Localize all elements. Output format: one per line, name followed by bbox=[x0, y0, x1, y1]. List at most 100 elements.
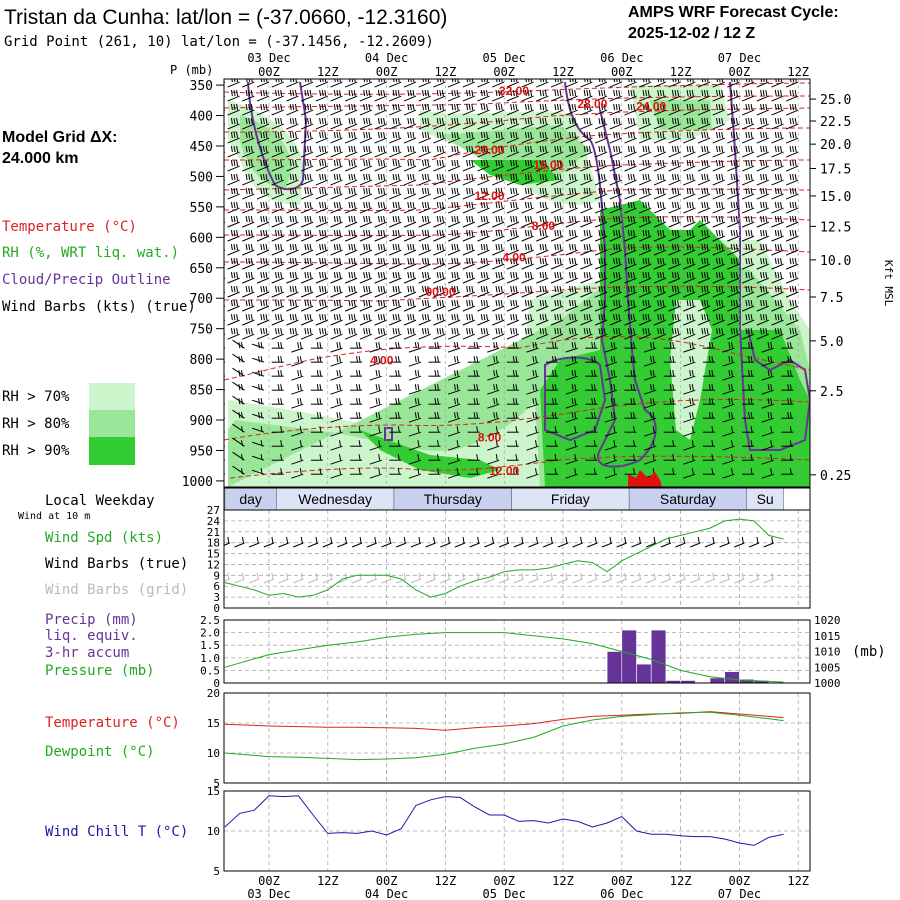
wind-barb-shaft bbox=[727, 249, 740, 256]
wind-barb bbox=[227, 117, 240, 130]
wind-barb-shaft bbox=[403, 319, 417, 326]
wind-barb bbox=[224, 151, 226, 153]
wind-barb-flag bbox=[422, 103, 424, 111]
wind-barb-flag bbox=[339, 103, 341, 111]
wind-barb-shaft bbox=[565, 305, 578, 312]
wind-barb-flag bbox=[760, 300, 763, 307]
wind-barb bbox=[242, 258, 255, 270]
wind-barb-shaft bbox=[683, 179, 696, 186]
wind-barb-shaft bbox=[330, 263, 343, 270]
wind-barb bbox=[227, 188, 240, 200]
wind-barb-flag bbox=[483, 89, 486, 97]
wind-barb-shaft bbox=[653, 263, 667, 270]
wind-barb-flag bbox=[748, 244, 750, 251]
wind-barb-flag bbox=[701, 314, 704, 321]
wind-barb-shaft bbox=[639, 221, 652, 228]
wind-barb-flag bbox=[495, 300, 498, 307]
temperature-contour bbox=[224, 95, 810, 109]
wind-barb-flag bbox=[794, 272, 797, 279]
wind-barb-flag bbox=[633, 103, 635, 111]
wind-barb bbox=[242, 216, 255, 228]
wind-barb-flag bbox=[437, 342, 439, 349]
wind-barb-flag bbox=[427, 314, 430, 321]
wind-barb-shaft bbox=[639, 277, 652, 284]
wind-barb-shaft bbox=[697, 319, 711, 326]
wind-barb-flag bbox=[574, 159, 577, 167]
wind-barb bbox=[771, 145, 784, 158]
wind-barb bbox=[418, 117, 431, 130]
wind-barb-shaft bbox=[521, 305, 534, 312]
wind-barb bbox=[786, 188, 799, 200]
wind-barb-flag bbox=[674, 272, 677, 279]
wind-barb-shaft bbox=[536, 277, 549, 284]
wind-barb-shaft bbox=[653, 235, 667, 242]
wind-barb-flag bbox=[571, 244, 574, 251]
wind-barb-flag bbox=[598, 103, 601, 111]
wind-barb-flag bbox=[571, 314, 574, 321]
wind-barb-flag bbox=[250, 145, 253, 153]
wind-barb bbox=[359, 300, 373, 312]
wind-barb bbox=[521, 202, 534, 214]
wind-barb-shaft bbox=[727, 137, 740, 144]
wind-barb-flag bbox=[407, 131, 410, 139]
wind-barb-flag bbox=[219, 132, 220, 138]
wind-barb-flag bbox=[510, 131, 513, 139]
wind-barb bbox=[271, 314, 284, 326]
wind-barb bbox=[580, 314, 593, 326]
wind-barb-shaft bbox=[433, 95, 446, 102]
wind-barb-shaft bbox=[374, 221, 387, 228]
wind-barb bbox=[639, 300, 652, 312]
wind-barb-flag bbox=[760, 272, 763, 279]
wind-barb-flag bbox=[468, 89, 471, 97]
wind-barb-flag bbox=[333, 188, 336, 195]
wind-barb-flag bbox=[762, 117, 765, 125]
wind-barb bbox=[565, 328, 578, 340]
wind-barb-flag bbox=[645, 117, 648, 125]
wind-barb bbox=[433, 202, 446, 214]
wind-barb-flag bbox=[395, 216, 398, 223]
wind-barb bbox=[242, 244, 255, 256]
wind-barb-flag bbox=[222, 174, 223, 180]
wind-barb-shaft bbox=[609, 207, 622, 214]
wind-barb-flag bbox=[556, 117, 559, 125]
wind-barb bbox=[492, 188, 505, 200]
wind-barb-flag bbox=[659, 258, 662, 265]
wind-barb-flag bbox=[277, 117, 280, 125]
wind-barb-flag bbox=[233, 188, 236, 195]
wind-barb-flag bbox=[601, 103, 603, 111]
wind-barb-flag bbox=[348, 258, 351, 265]
wind-barb-flag bbox=[336, 230, 339, 237]
wind-barb bbox=[756, 244, 769, 256]
wind-barb-flag bbox=[471, 188, 474, 195]
wind-barb-flag bbox=[280, 131, 283, 139]
wind-barb-flag bbox=[559, 258, 562, 265]
wind-barb-flag bbox=[777, 202, 780, 209]
wind-barb-shaft bbox=[741, 179, 755, 186]
wind-barb-shaft bbox=[771, 319, 784, 326]
wind-barb-flag bbox=[750, 216, 753, 223]
wind-barb-flag bbox=[642, 258, 645, 265]
wind-barb-flag bbox=[480, 103, 483, 111]
wind-barb-flag bbox=[539, 244, 542, 251]
wind-barb-flag bbox=[630, 328, 633, 335]
wind-barb-shaft bbox=[712, 305, 725, 312]
wind-barb-flag bbox=[559, 131, 562, 139]
wind-barb-flag bbox=[353, 258, 356, 265]
wind-barb-flag bbox=[721, 286, 724, 293]
wind-barb-flag bbox=[730, 216, 733, 223]
wind-barb-flag bbox=[353, 300, 356, 307]
wind-barb-flag bbox=[319, 89, 322, 97]
wind-barb-shaft bbox=[315, 235, 328, 242]
wind-barb-flag bbox=[515, 202, 518, 209]
wind-barb-flag bbox=[454, 230, 456, 237]
wind-barb-flag bbox=[554, 314, 557, 321]
wind-barb-flag bbox=[544, 230, 547, 237]
wind-barb-flag bbox=[427, 286, 430, 293]
wind-barb-flag bbox=[627, 328, 630, 335]
wind-barb-flag bbox=[689, 145, 692, 153]
wind-barb-shaft bbox=[227, 109, 240, 116]
wind-barb bbox=[536, 244, 549, 256]
wind-barb-flag bbox=[601, 131, 603, 139]
wind-barb-flag bbox=[627, 202, 630, 209]
wind-barb-shaft bbox=[369, 347, 382, 353]
